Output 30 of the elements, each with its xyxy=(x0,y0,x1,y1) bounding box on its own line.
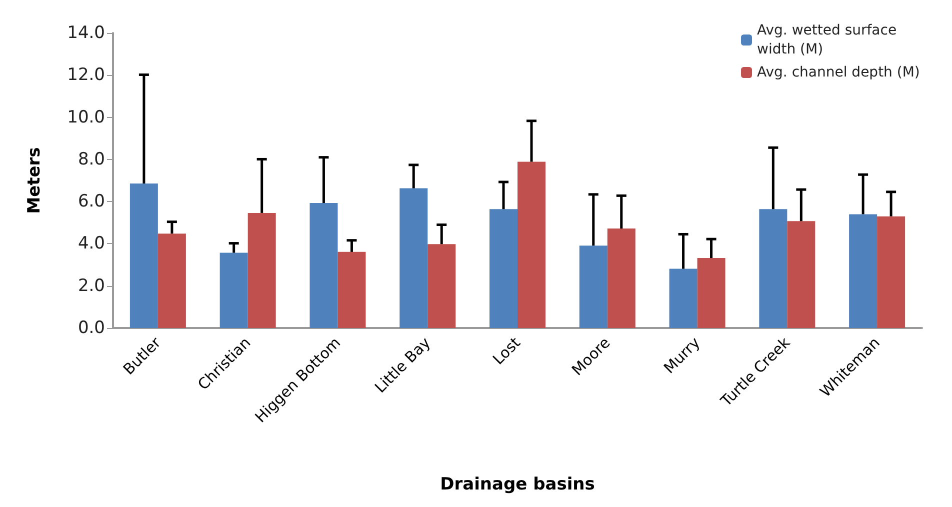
y-tick-label: 10.0 xyxy=(67,107,105,128)
bar xyxy=(697,258,726,328)
legend-label: Avg. channel depth (M) xyxy=(757,64,920,80)
y-tick-label: 6.0 xyxy=(78,192,105,212)
legend-label: Avg. wetted surface width (M) xyxy=(757,22,902,58)
bar xyxy=(849,214,878,328)
bar xyxy=(338,252,366,328)
bar xyxy=(607,228,636,328)
bar xyxy=(579,246,608,328)
y-axis-title: Meters xyxy=(24,147,44,214)
bar xyxy=(158,234,186,328)
y-tick-label: 8.0 xyxy=(78,149,105,170)
y-tick-label: 4.0 xyxy=(78,234,105,254)
bar xyxy=(518,162,546,328)
bar xyxy=(130,183,158,328)
bar xyxy=(220,252,248,328)
y-tick-label: 14.0 xyxy=(67,23,105,43)
bar xyxy=(248,212,276,328)
bar xyxy=(400,188,428,328)
bar xyxy=(787,221,816,328)
bar xyxy=(490,209,518,328)
bar xyxy=(759,209,788,328)
y-tick-label: 12.0 xyxy=(67,65,105,86)
x-axis-title: Drainage basins xyxy=(440,474,595,494)
bar xyxy=(877,216,906,328)
bar xyxy=(310,203,338,328)
bar xyxy=(669,268,698,328)
bar xyxy=(428,244,456,328)
y-tick-label: 2.0 xyxy=(78,276,105,296)
y-tick-label: 0.0 xyxy=(78,318,105,338)
